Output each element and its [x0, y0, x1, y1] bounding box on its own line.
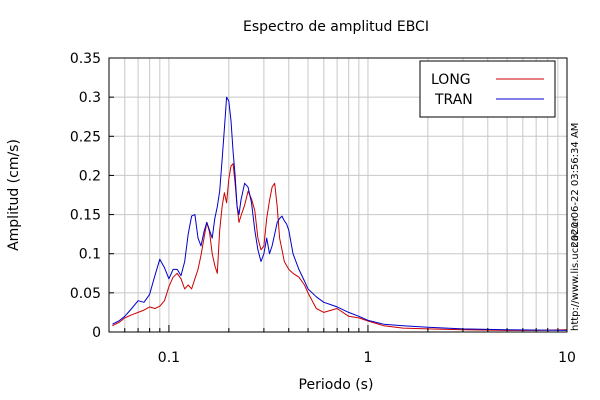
y-tick-label: 0.1	[79, 247, 101, 263]
plot-area-frame	[108, 57, 568, 333]
y-tick-label: 0.15	[70, 208, 101, 224]
legend-label-tran: TRAN	[434, 92, 473, 108]
series-line-tran	[112, 96, 568, 331]
chart-title: Espectro de amplitud EBCI	[243, 19, 429, 35]
y-tick-label: 0.2	[79, 168, 101, 184]
x-tick-label: 0.1	[158, 350, 180, 366]
y-axis-label: Amplitud (cm/s)	[6, 139, 22, 251]
series-layer	[112, 96, 568, 331]
y-tick-label: 0.25	[70, 129, 101, 145]
x-axis-label: Periodo (s)	[299, 377, 374, 393]
legend-box	[419, 60, 556, 118]
y-axis-ticks: 0 0.05 0.1 0.15 0.2 0.25 0.3 0.35	[70, 51, 114, 341]
y-tick-label: 0	[92, 325, 101, 341]
x-axis-ticks: 0.1 1 10	[108, 325, 576, 366]
y-tick-label: 0.3	[79, 90, 101, 106]
legend: LONG TRAN	[419, 60, 556, 118]
source-url-text: http://www.lis.ucr.ac.cr	[570, 216, 581, 331]
y-tick-label: 0.35	[70, 51, 101, 67]
x-tick-label: 1	[363, 350, 372, 366]
legend-label-long: LONG	[431, 72, 471, 88]
y-tick-label: 0.05	[70, 286, 101, 302]
series-line-long	[112, 163, 568, 331]
timestamp-text: 2020-06-22 03:56:34 AM	[570, 123, 581, 248]
x-tick-label: 10	[558, 350, 576, 366]
